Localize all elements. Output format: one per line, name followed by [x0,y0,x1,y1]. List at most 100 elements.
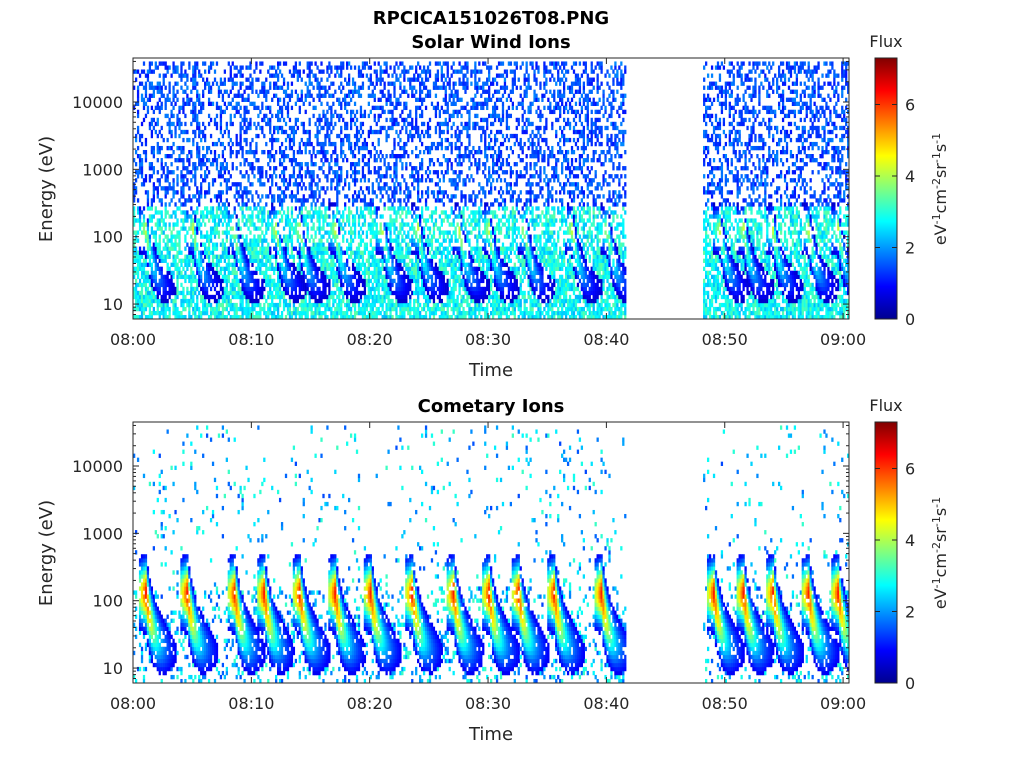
spectrogram-cell [324,117,327,123]
spectrogram-cell [379,310,382,316]
spectrogram-cell [160,282,163,288]
spectrogram-cell [172,262,175,267]
spectrogram-cell [284,234,288,239]
spectrogram-cell [229,174,232,179]
spectrogram-cell [202,242,205,247]
spectrogram-cell [255,250,258,255]
spectrogram-cell [142,266,146,271]
spectrogram-cell [233,65,236,70]
spectrogram-cell [178,230,181,235]
spectrogram-cell [381,298,384,304]
spectrogram-cell [284,278,288,284]
spectrogram-cell [184,101,187,107]
spectrogram-cell [320,254,323,259]
spectrogram-cell [420,210,424,215]
spectrogram-cell [186,298,189,304]
spectrogram-cell [389,246,392,251]
spectrogram-cell [235,274,238,280]
spectrogram-cell [312,274,315,280]
spectrogram-cell [395,170,398,175]
spectrogram-cell [176,97,179,102]
spectrogram-cell [284,274,288,280]
spectrogram-cell [411,85,414,90]
spectrogram-cell [407,133,410,139]
spectrogram-cell [342,290,345,296]
spectrogram-cell [302,101,305,107]
spectrogram-cell [420,162,424,167]
spectrogram-cell [332,242,335,247]
spectrogram-cell [304,238,307,243]
spectrogram-cell [168,266,171,271]
spectrogram-cell [355,137,359,143]
spectrogram-cell [351,274,355,280]
spectrogram-cell [239,290,242,296]
spectrogram-cell [211,262,215,267]
spectrogram-cell [148,310,152,316]
spectrogram-cell [389,97,392,102]
spectrogram-cell [166,93,169,98]
spectrogram-cell [290,210,294,215]
spectrogram-cell [349,121,353,127]
spectrogram-cell [247,270,250,276]
spectrogram-cell [300,77,303,82]
spectrogram-cell [204,170,207,175]
spectrogram-cell [275,182,278,187]
spectrogram-cell [194,182,197,187]
spectrogram-cell [223,306,226,312]
spectrogram-cell [417,242,420,247]
spectrogram-cell [190,109,193,115]
spectrogram-cell [172,141,175,147]
spectrogram-cell [348,101,351,107]
spectrogram-cell [239,302,242,308]
spectrogram-cell [318,258,321,263]
spectrogram-cell [310,278,313,284]
spectrogram-cell [269,258,272,263]
spectrogram-cell [375,246,378,251]
spectrogram-cell [280,262,284,267]
spectrogram-cell [156,65,159,70]
spectrogram-cell [221,246,225,251]
spectrogram-cell [166,266,169,271]
spectrogram-cell [357,93,361,98]
spectrogram-cell [239,186,242,191]
spectrogram-cell [136,294,140,300]
spectrogram-cell [379,105,382,111]
spectrogram-cell [330,306,333,312]
spectrogram-cell [138,282,142,288]
spectrogram-cell [194,85,197,90]
spectrogram-cell [200,310,203,316]
spectrogram-cell [261,166,264,171]
spectrogram-cell [294,230,298,235]
spectrogram-cell [180,250,183,255]
spectrogram-cell [156,190,159,195]
spectrogram-cell [269,105,272,111]
spectrogram-cell [241,314,244,320]
spectrogram-cell [359,262,363,267]
spectrogram-cell [397,246,400,251]
spectrogram-cell [353,218,357,223]
spectrogram-cell [419,218,422,223]
spectrogram-cell [324,158,327,163]
spectrogram-cell [326,158,329,163]
spectrogram-cell [290,198,294,203]
spectrogram-cell [148,246,152,251]
spectrogram-cell [211,242,215,247]
spectrogram-cell [221,149,225,155]
spectrogram-cell [403,89,406,94]
spectrogram-cell [133,266,136,271]
spectrogram-cell [355,310,359,316]
spectrogram-cell [221,210,225,215]
spectrogram-cell [196,242,199,247]
spectrogram-cell [316,125,319,131]
spectrogram-cell [142,250,146,255]
spectrogram-cell [188,194,191,199]
spectrogram-cell [204,246,207,251]
spectrogram-cell [391,73,394,78]
spectrogram-cell [215,278,219,284]
spectrogram-cell [310,274,313,280]
spectrogram-cell [320,125,323,131]
spectrogram-cell [363,286,367,292]
spectrogram-cell [322,85,325,90]
spectrogram-cell [205,294,209,300]
spectrogram-cell [235,258,238,263]
